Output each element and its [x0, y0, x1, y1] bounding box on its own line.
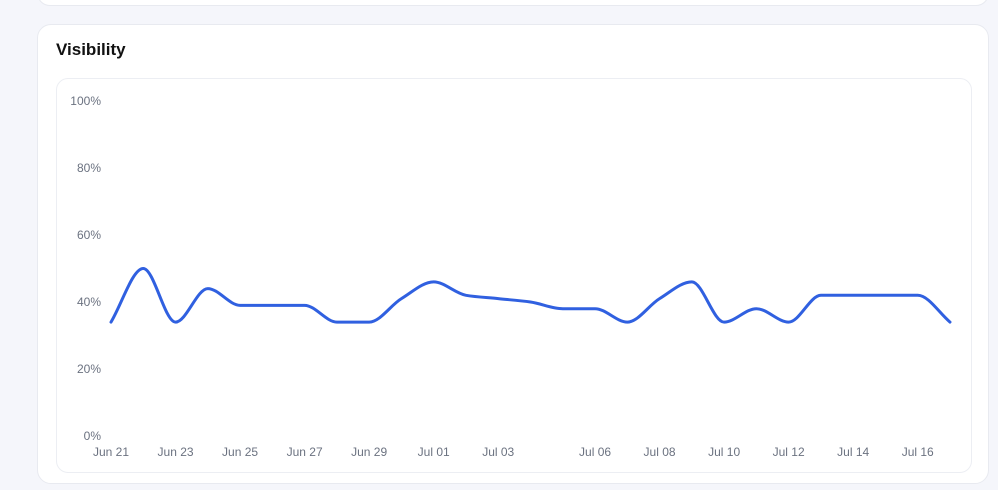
x-tick-label: Jun 23: [158, 445, 194, 459]
data-point[interactable]: [170, 316, 182, 328]
data-point[interactable]: [847, 289, 859, 301]
data-point[interactable]: [879, 289, 891, 301]
data-point[interactable]: [105, 316, 117, 328]
y-tick-label: 100%: [70, 94, 101, 108]
data-point[interactable]: [331, 316, 343, 328]
card-title: Visibility: [56, 40, 126, 59]
x-tick-label: Jul 12: [773, 445, 805, 459]
data-point[interactable]: [266, 299, 278, 311]
data-point[interactable]: [234, 299, 246, 311]
visibility-line: [109, 267, 952, 324]
data-point[interactable]: [460, 289, 472, 301]
data-point[interactable]: [912, 289, 924, 301]
x-tick-label: Jun 27: [287, 445, 323, 459]
y-tick-label: 40%: [77, 295, 101, 309]
data-point[interactable]: [299, 299, 311, 311]
data-point[interactable]: [525, 296, 537, 308]
previous-card: [37, 0, 989, 6]
chart-container: 0% 20% 40% 60% 80% 100% Jun 21 Jun 23 Jun 25 Jun…: [56, 78, 972, 473]
data-point[interactable]: [589, 303, 601, 315]
data-point[interactable]: [137, 263, 149, 275]
data-point[interactable]: [202, 283, 214, 295]
y-tick-label: 20%: [77, 362, 101, 376]
x-tick-label: Jul 01: [418, 445, 450, 459]
x-tick-label: Jun 25: [222, 445, 258, 459]
x-tick-label: Jul 16: [902, 445, 934, 459]
data-point[interactable]: [492, 293, 504, 305]
y-tick-label: 0%: [84, 429, 102, 443]
data-point[interactable]: [750, 303, 762, 315]
x-tick-label: Jul 08: [644, 445, 676, 459]
x-tick-label: Jun 21: [93, 445, 129, 459]
x-tick-label: Jul 10: [708, 445, 740, 459]
x-tick-label: Jul 03: [482, 445, 514, 459]
x-tick-label: Jul 06: [579, 445, 611, 459]
x-tick-label: Jun 29: [351, 445, 387, 459]
visibility-card: Visibility 0% 20% 40% 60% 80% 100% Jun 21 Jun …: [37, 24, 989, 484]
data-point[interactable]: [395, 293, 407, 305]
data-point[interactable]: [944, 316, 956, 328]
series-layer: [105, 263, 956, 328]
data-point[interactable]: [783, 316, 795, 328]
x-axis: Jun 21 Jun 23 Jun 25 Jun 27 Jun 29 Jul 01 Jul …: [93, 445, 934, 459]
data-point[interactable]: [654, 293, 666, 305]
data-point[interactable]: [363, 316, 375, 328]
y-axis: 0% 20% 40% 60% 80% 100%: [70, 94, 101, 443]
visibility-line-chart: 0%20%40%60%80%100% Jun 21 Jun 23 Jun 25 Jun…: [70, 94, 956, 459]
data-point[interactable]: [718, 316, 730, 328]
data-point[interactable]: [621, 316, 633, 328]
x-tick-label: Jul 14: [837, 445, 869, 459]
data-point[interactable]: [686, 276, 698, 288]
data-point[interactable]: [815, 289, 827, 301]
y-tick-label: 80%: [77, 161, 101, 175]
y-tick-label: 60%: [77, 228, 101, 242]
data-point[interactable]: [428, 276, 440, 288]
data-point[interactable]: [557, 303, 569, 315]
